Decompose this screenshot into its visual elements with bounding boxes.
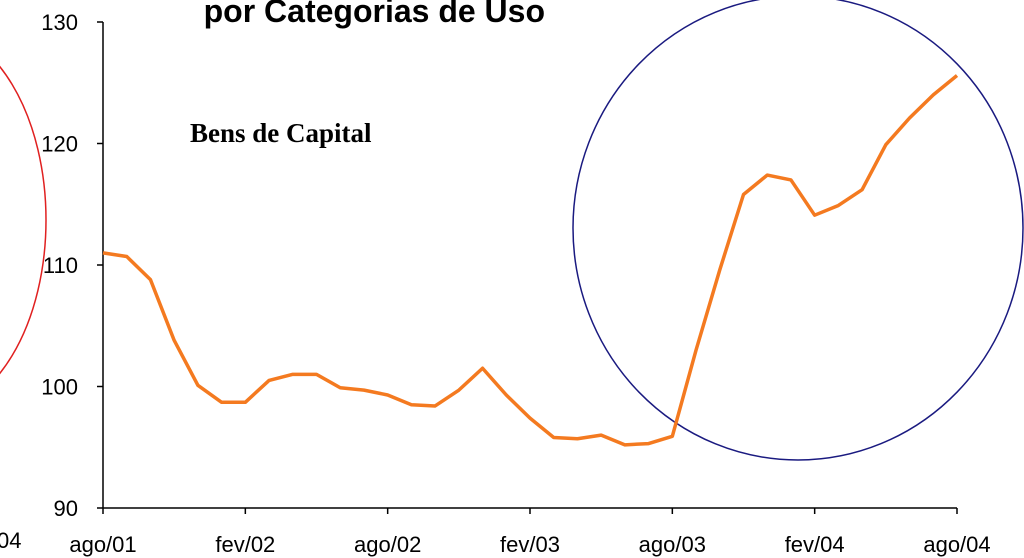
x-tick-label: ago/02: [354, 532, 421, 557]
y-tick-label: 90: [54, 496, 78, 521]
annotation: Bens de Capital: [190, 118, 372, 148]
y-tick-label: 120: [41, 132, 78, 157]
y-tick-label: 100: [41, 375, 78, 400]
highlight-ellipse: [0, 65, 47, 375]
x-tick-label: fev/04: [785, 532, 845, 557]
x-tick-label: ago/04: [923, 532, 990, 557]
data-line: [102, 74, 959, 447]
edge-label: 04: [0, 528, 21, 553]
x-tick-label: fev/03: [500, 532, 560, 557]
y-tick-label: 110: [43, 253, 78, 278]
chart-title: por Categorias de Uso: [204, 0, 545, 29]
x-tick-label: ago/03: [639, 532, 706, 557]
x-tick-label: fev/02: [215, 532, 275, 557]
highlight-ellipse: [572, 0, 1024, 461]
y-tick-label: 130: [41, 10, 78, 35]
x-tick-label: ago/01: [69, 532, 136, 557]
